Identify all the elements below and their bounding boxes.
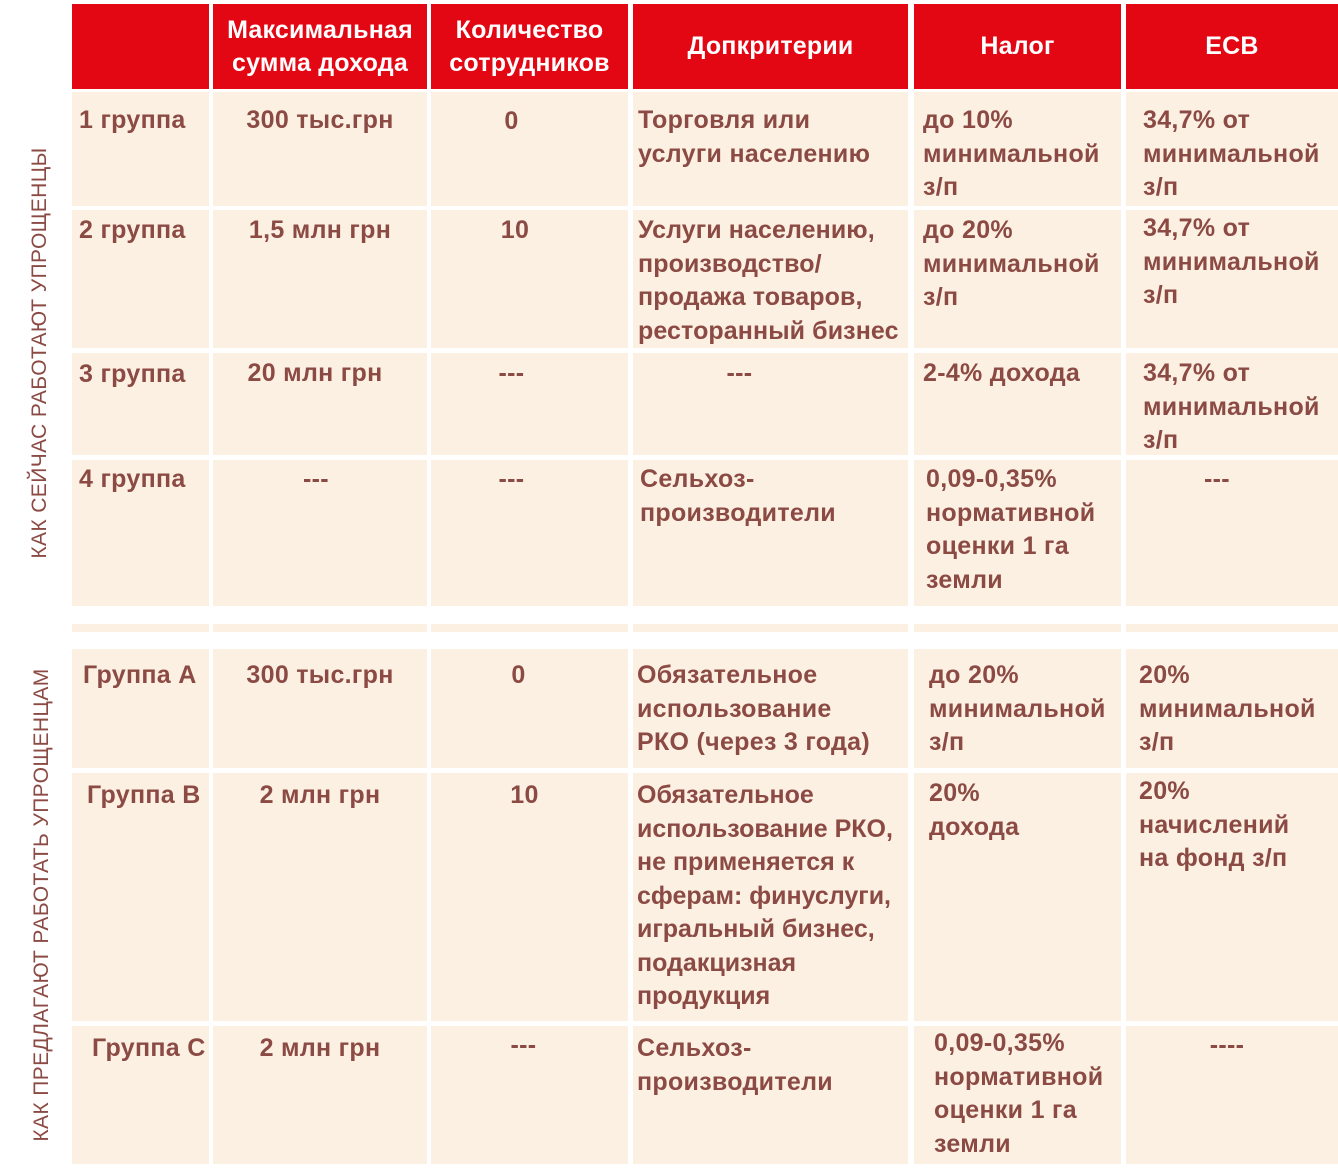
proposed-row-c-tax: 0,09-0,35% нормативной оценки 1 га земли	[914, 1026, 1121, 1164]
proposed-row-a-criteria: Обязательное использование РКО (через 3 …	[633, 649, 908, 768]
current-row-2-criteria: Услуги населению, производство/ продажа …	[633, 210, 908, 348]
proposed-row-a-income: 300 тыс.грн	[213, 649, 427, 768]
current-row-1-esv: 34,7% от минимальной з/п	[1126, 92, 1338, 206]
current-row-3-group: 3 группа	[72, 353, 209, 455]
current-row-3-criteria: ---	[633, 353, 908, 455]
proposed-row-a-tax: до 20% минимальной з/п	[914, 649, 1121, 768]
header-tax: Налог	[914, 4, 1121, 89]
proposed-row-c-criteria: Сельхоз- производители	[633, 1026, 908, 1164]
current-row-2-income: 1,5 млн грн	[213, 210, 427, 348]
header-corner	[72, 4, 209, 89]
current-row-2-tax: до 20% минимальной з/п	[914, 210, 1121, 348]
proposed-row-b-criteria: Обязательное использование РКО, не приме…	[633, 773, 908, 1021]
current-row-4-employees: ---	[431, 460, 628, 606]
current-row-2-group: 2 группа	[72, 210, 209, 348]
current-row-3-income: 20 млн грн	[213, 353, 427, 455]
current-row-2-employees: 10	[431, 210, 628, 348]
section-divider-cell	[1126, 624, 1338, 632]
proposed-row-b-esv: 20% начислений на фонд з/п	[1126, 773, 1338, 1021]
header-esv: ЕСВ	[1126, 4, 1338, 89]
proposed-row-c-group: Группа С	[72, 1026, 209, 1164]
current-row-1-group: 1 группа	[72, 92, 209, 206]
current-row-3-tax: 2-4% дохода	[914, 353, 1121, 455]
section-divider-cell	[72, 624, 209, 632]
proposed-row-c-esv: ----	[1126, 1026, 1338, 1164]
proposed-row-b-tax: 20% дохода	[914, 773, 1121, 1021]
header-employees: Количество сотрудников	[431, 4, 628, 89]
current-section-label: КАК СЕЙЧАС РАБОТАЮТ УПРОЩЕНЦЫ	[28, 147, 51, 559]
current-row-2-esv: 34,7% от минимальной з/п	[1126, 210, 1338, 348]
proposed-row-a-group: Группа А	[72, 649, 209, 768]
current-row-3-esv: 34,7% от минимальной з/п	[1126, 353, 1338, 455]
current-row-1-income: 300 тыс.грн	[213, 92, 427, 206]
proposed-section-label: КАК ПРЕДЛАГАЮТ РАБОТАТЬ УПРОЩЕНЦАМ	[30, 668, 53, 1142]
proposed-row-b-group: Группа В	[72, 773, 209, 1021]
section-divider-cell	[213, 624, 427, 632]
proposed-row-c-employees: ---	[431, 1026, 628, 1164]
proposed-row-a-employees: 0	[431, 649, 628, 768]
current-row-4-tax: 0,09-0,35% нормативной оценки 1 га земли	[914, 460, 1121, 606]
current-row-4-criteria: Сельхоз- производители	[633, 460, 908, 606]
current-row-1-criteria: Торговля или услуги населению	[633, 92, 908, 206]
proposed-row-a-esv: 20% минимальной з/п	[1126, 649, 1338, 768]
current-row-4-income: ---	[213, 460, 427, 606]
section-divider-cell	[914, 624, 1121, 632]
current-row-3-employees: ---	[431, 353, 628, 455]
header-income: Максимальная сумма дохода	[213, 4, 427, 89]
section-divider-cell	[431, 624, 628, 632]
proposed-row-b-income: 2 млн грн	[213, 773, 427, 1021]
current-row-1-tax: до 10% минимальной з/п	[914, 92, 1121, 206]
current-row-1-employees: 0	[431, 92, 628, 206]
current-row-4-esv: ---	[1126, 460, 1338, 606]
proposed-row-b-employees: 10	[431, 773, 628, 1021]
current-row-4-group: 4 группа	[72, 460, 209, 606]
proposed-row-c-income: 2 млн грн	[213, 1026, 427, 1164]
section-divider-cell	[633, 624, 908, 632]
header-criteria: Допкритерии	[633, 4, 908, 89]
